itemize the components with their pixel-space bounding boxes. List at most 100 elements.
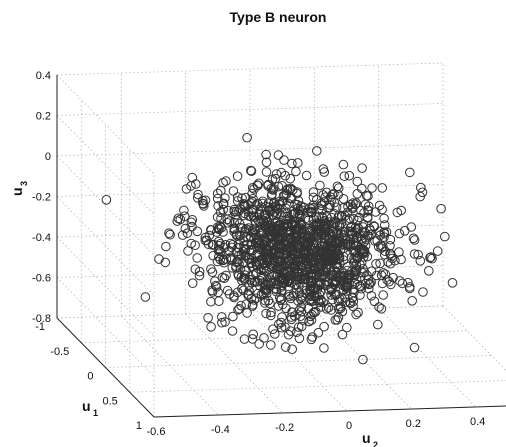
data-point xyxy=(370,236,380,246)
data-point xyxy=(231,261,241,272)
data-point xyxy=(261,279,271,290)
data-point xyxy=(260,295,271,306)
data-point xyxy=(334,253,345,264)
gridline-z xyxy=(56,74,155,175)
data-point xyxy=(333,312,344,323)
data-point xyxy=(440,231,450,242)
data-point xyxy=(256,227,266,238)
data-point xyxy=(293,322,304,332)
data-point xyxy=(221,176,231,186)
data-point xyxy=(276,322,287,333)
data-point xyxy=(358,264,368,274)
data-point xyxy=(416,182,426,193)
data-point xyxy=(211,282,222,292)
z-tick-label: -0.2 xyxy=(32,192,51,204)
data-point xyxy=(262,275,273,285)
data-point xyxy=(315,180,325,191)
data-point xyxy=(294,333,305,344)
data-point xyxy=(352,252,363,263)
data-point xyxy=(375,230,386,241)
gridline-z xyxy=(56,103,444,116)
data-point xyxy=(306,208,317,218)
z-axis-label: u 3 xyxy=(9,181,29,196)
data-point xyxy=(215,221,225,231)
data-point xyxy=(339,171,350,181)
data-point xyxy=(257,198,268,209)
data-point xyxy=(378,268,389,278)
data-point xyxy=(210,276,220,287)
data-point xyxy=(380,249,390,260)
data-point xyxy=(356,205,366,216)
data-point xyxy=(268,226,278,236)
data-point xyxy=(320,192,331,202)
data-point xyxy=(212,222,223,233)
data-point xyxy=(332,315,343,325)
data-point xyxy=(266,183,277,194)
data-point xyxy=(191,179,201,189)
data-point xyxy=(317,242,328,252)
data-point xyxy=(343,202,353,212)
data-point xyxy=(361,234,371,245)
data-point xyxy=(217,312,227,322)
data-point xyxy=(249,184,259,194)
x-axis-line xyxy=(56,317,155,418)
data-point xyxy=(293,256,303,266)
data-point xyxy=(306,263,316,274)
data-point xyxy=(358,219,369,230)
x-tick-label: -0.5 xyxy=(50,346,69,358)
data-point xyxy=(369,296,380,307)
data-point xyxy=(240,201,251,212)
data-point xyxy=(309,308,319,318)
data-point xyxy=(386,279,396,290)
data-point xyxy=(319,321,329,332)
data-point xyxy=(357,163,367,173)
data-point xyxy=(306,204,317,214)
data-point xyxy=(282,208,293,218)
data-point xyxy=(228,311,238,322)
data-point xyxy=(248,211,259,221)
x-tick-label: -1 xyxy=(35,321,45,333)
data-point xyxy=(363,191,373,201)
data-point xyxy=(365,279,375,289)
y-tick-label: -0.4 xyxy=(211,424,230,436)
data-point xyxy=(206,296,216,307)
z-tick-label: -0.6 xyxy=(32,273,51,285)
data-point xyxy=(285,265,295,276)
data-point xyxy=(258,264,269,274)
data-point xyxy=(245,275,256,285)
data-point xyxy=(295,311,306,322)
data-point xyxy=(284,199,294,209)
data-point xyxy=(231,247,242,257)
data-point xyxy=(276,218,287,228)
data-point xyxy=(233,271,244,281)
gridline-y xyxy=(442,305,506,371)
data-point xyxy=(208,250,218,261)
data-point xyxy=(164,228,174,238)
data-point xyxy=(291,235,302,245)
data-point xyxy=(241,299,252,309)
data-point xyxy=(193,189,203,200)
data-point xyxy=(348,296,359,307)
y-tick-label: -0.6 xyxy=(147,426,166,438)
data-point xyxy=(218,177,228,188)
data-point xyxy=(280,342,291,352)
data-point xyxy=(305,252,316,262)
data-point xyxy=(269,244,280,254)
data-point xyxy=(418,287,428,297)
data-point xyxy=(270,173,281,184)
data-point xyxy=(220,193,230,203)
data-point xyxy=(352,176,363,187)
data-point xyxy=(237,283,247,294)
gridline-z xyxy=(56,143,444,157)
data-point xyxy=(316,302,326,312)
data-point xyxy=(290,233,300,244)
data-point xyxy=(326,285,337,295)
data-point xyxy=(371,259,381,269)
data-point xyxy=(327,254,338,265)
x-tick-label: 0.5 xyxy=(102,395,117,407)
data-point xyxy=(248,299,258,310)
data-point xyxy=(273,301,284,311)
data-point xyxy=(214,251,224,262)
data-point xyxy=(246,198,256,208)
data-point xyxy=(236,300,246,311)
